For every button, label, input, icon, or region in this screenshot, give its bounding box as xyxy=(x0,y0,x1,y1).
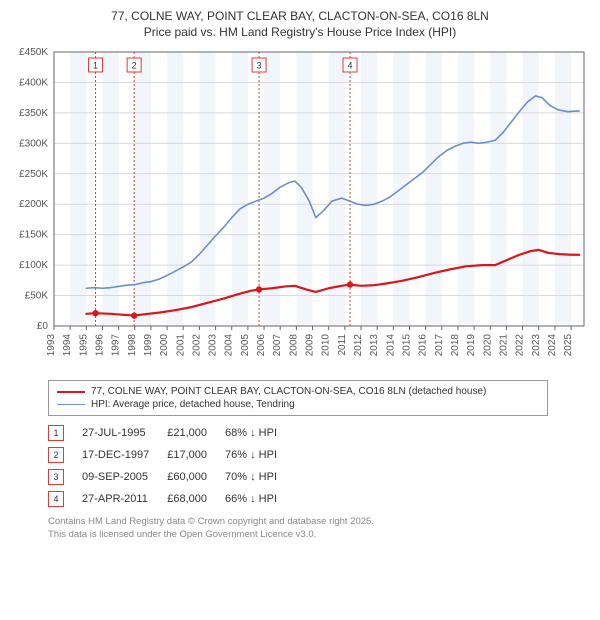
legend: 77, COLNE WAY, POINT CLEAR BAY, CLACTON-… xyxy=(48,380,548,416)
svg-text:2004: 2004 xyxy=(224,334,235,357)
svg-text:2025: 2025 xyxy=(563,334,574,357)
table-row: 3 09-SEP-2005£60,00070% ↓ HPI xyxy=(48,466,295,488)
chart-svg: £0 £50K £100K £150K £200K £250K £300K £350K £400… xyxy=(10,44,590,374)
table-row: 4 27-APR-2011£68,00066% ↓ HPI xyxy=(48,488,295,510)
sale-date: 27-APR-2011 xyxy=(82,488,167,510)
svg-text:2001: 2001 xyxy=(175,334,186,357)
svg-text:1999: 1999 xyxy=(143,334,154,357)
sales-table: 1 27-JUL-1995£21,00068% ↓ HPI 2 17-DEC-1997… xyxy=(48,422,295,510)
svg-text:1: 1 xyxy=(93,61,98,71)
sale-marker: 4 xyxy=(48,491,64,507)
svg-text:2018: 2018 xyxy=(450,334,461,357)
svg-text:2005: 2005 xyxy=(240,334,251,357)
svg-text:2000: 2000 xyxy=(159,334,170,357)
page: 77, COLNE WAY, POINT CLEAR BAY, CLACTON-… xyxy=(0,0,600,551)
legend-label: 77, COLNE WAY, POINT CLEAR BAY, CLACTON-… xyxy=(91,386,486,397)
svg-text:2008: 2008 xyxy=(288,334,299,357)
sale-date: 09-SEP-2005 xyxy=(82,466,167,488)
svg-text:£450K: £450K xyxy=(19,47,48,58)
svg-text:2019: 2019 xyxy=(466,334,477,357)
svg-text:2022: 2022 xyxy=(515,334,526,357)
svg-text:£150K: £150K xyxy=(19,230,48,241)
svg-text:4: 4 xyxy=(348,61,353,71)
title-line-2: Price paid vs. HM Land Registry's House … xyxy=(10,24,590,40)
svg-text:2012: 2012 xyxy=(353,334,364,357)
svg-text:2013: 2013 xyxy=(369,334,380,357)
sale-price: £60,000 xyxy=(167,466,225,488)
svg-text:2011: 2011 xyxy=(337,334,348,356)
sale-marker: 2 xyxy=(48,447,64,463)
svg-text:2006: 2006 xyxy=(256,334,267,357)
legend-row: 77, COLNE WAY, POINT CLEAR BAY, CLACTON-… xyxy=(57,385,539,398)
svg-text:2023: 2023 xyxy=(531,334,542,357)
svg-text:2024: 2024 xyxy=(547,334,558,357)
chart-title: 77, COLNE WAY, POINT CLEAR BAY, CLACTON-… xyxy=(10,8,590,40)
svg-text:2014: 2014 xyxy=(385,334,396,357)
attribution: Contains HM Land Registry data © Crown c… xyxy=(48,516,590,541)
svg-text:1998: 1998 xyxy=(127,334,138,357)
svg-text:2015: 2015 xyxy=(401,334,412,357)
legend-row: HPI: Average price, detached house, Tend… xyxy=(57,398,539,411)
svg-text:£300K: £300K xyxy=(19,139,48,150)
sale-date: 17-DEC-1997 xyxy=(82,444,167,466)
svg-text:1994: 1994 xyxy=(62,334,73,357)
svg-text:2002: 2002 xyxy=(191,334,202,357)
svg-text:2017: 2017 xyxy=(434,334,445,357)
svg-text:2020: 2020 xyxy=(482,334,493,357)
footer-line-2: This data is licensed under the Open Gov… xyxy=(48,529,590,541)
svg-text:1995: 1995 xyxy=(78,334,89,357)
svg-text:2007: 2007 xyxy=(272,334,283,357)
svg-text:£50K: £50K xyxy=(25,291,49,302)
svg-text:£0: £0 xyxy=(37,321,49,332)
svg-text:2010: 2010 xyxy=(321,334,332,357)
sale-delta: 70% ↓ HPI xyxy=(225,466,295,488)
svg-text:1996: 1996 xyxy=(94,334,105,357)
svg-text:£200K: £200K xyxy=(19,200,48,211)
svg-text:£250K: £250K xyxy=(19,169,48,180)
sale-delta: 76% ↓ HPI xyxy=(225,444,295,466)
table-row: 1 27-JUL-1995£21,00068% ↓ HPI xyxy=(48,422,295,444)
svg-text:2016: 2016 xyxy=(418,334,429,357)
legend-label: HPI: Average price, detached house, Tend… xyxy=(91,399,295,410)
svg-text:£400K: £400K xyxy=(19,78,48,89)
sale-price: £68,000 xyxy=(167,488,225,510)
svg-text:£350K: £350K xyxy=(19,108,48,119)
svg-text:2003: 2003 xyxy=(208,334,219,357)
legend-swatch xyxy=(57,404,85,405)
legend-swatch xyxy=(57,391,85,393)
sale-price: £21,000 xyxy=(167,422,225,444)
sale-date: 27-JUL-1995 xyxy=(82,422,167,444)
sale-marker: 1 xyxy=(48,425,64,441)
svg-text:3: 3 xyxy=(257,61,262,71)
sale-delta: 66% ↓ HPI xyxy=(225,488,295,510)
table-row: 2 17-DEC-1997£17,00076% ↓ HPI xyxy=(48,444,295,466)
sale-price: £17,000 xyxy=(167,444,225,466)
footer-line-1: Contains HM Land Registry data © Crown c… xyxy=(48,516,590,528)
sale-delta: 68% ↓ HPI xyxy=(225,422,295,444)
svg-text:2: 2 xyxy=(132,61,137,71)
svg-text:2021: 2021 xyxy=(498,334,509,357)
sale-marker: 3 xyxy=(48,469,64,485)
svg-text:1993: 1993 xyxy=(46,334,57,357)
svg-text:2009: 2009 xyxy=(305,334,316,357)
svg-text:1997: 1997 xyxy=(111,334,122,357)
chart: £0 £50K £100K £150K £200K £250K £300K £350K £400… xyxy=(10,44,590,374)
svg-text:£100K: £100K xyxy=(19,260,48,271)
title-line-1: 77, COLNE WAY, POINT CLEAR BAY, CLACTON-… xyxy=(10,8,590,24)
